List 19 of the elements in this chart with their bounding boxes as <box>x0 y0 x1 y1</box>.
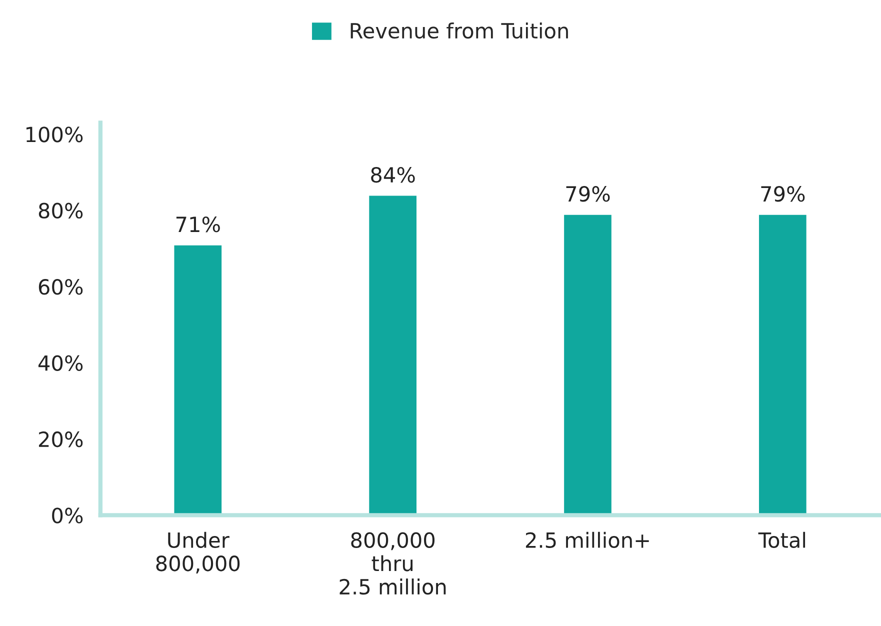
y-tick-label: 20% <box>38 431 83 448</box>
y-tick-label: 80% <box>38 202 83 219</box>
text: 79% <box>761 186 805 202</box>
bar <box>368 194 418 516</box>
legend-label: Revenue from Tuition <box>350 22 568 39</box>
y-tick-label: 0% <box>52 508 83 524</box>
x-tick-label: Total <box>758 532 806 548</box>
text: 79% <box>566 186 610 202</box>
text: 84% <box>371 166 415 183</box>
y-tick-label: 60% <box>38 279 83 295</box>
x-tick-label: 800,000 thru 2.5 million <box>340 532 446 595</box>
text: 71% <box>176 216 220 232</box>
y-tick-label: 100% <box>26 126 83 142</box>
x-tick-label: 2.5 million+ <box>526 532 649 548</box>
bar <box>758 213 808 516</box>
y-tick-label: 40% <box>38 355 83 371</box>
bar <box>172 244 223 516</box>
x-tick-label: Under 800,000 <box>156 532 240 574</box>
bar <box>562 213 613 516</box>
